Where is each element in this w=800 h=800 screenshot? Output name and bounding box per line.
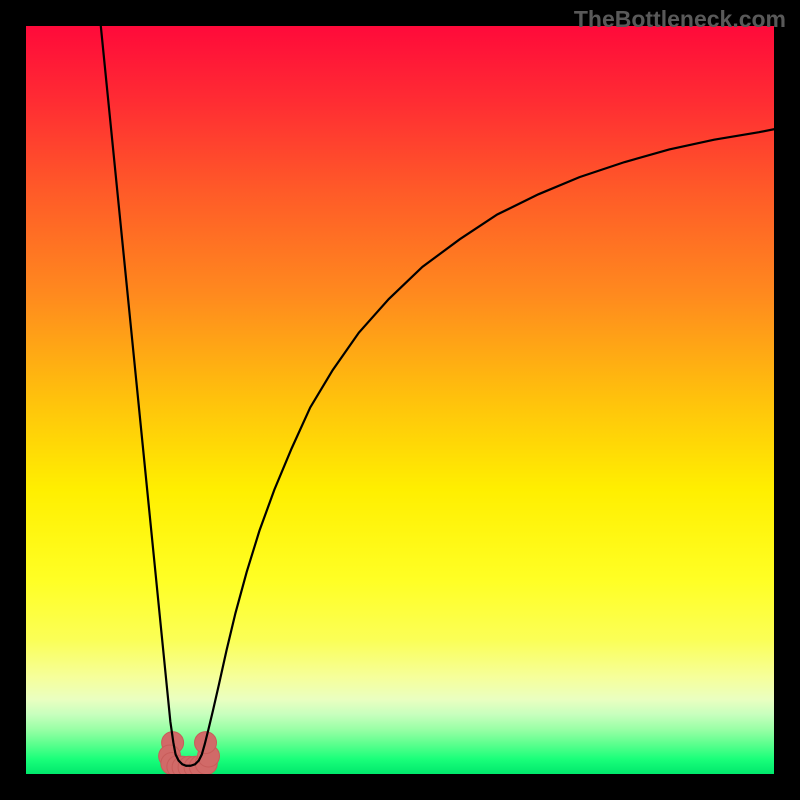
- gradient-chart-svg: [26, 26, 774, 774]
- plot-area: [26, 26, 774, 774]
- watermark-text: TheBottleneck.com: [574, 6, 786, 33]
- chart-frame: TheBottleneck.com: [0, 0, 800, 800]
